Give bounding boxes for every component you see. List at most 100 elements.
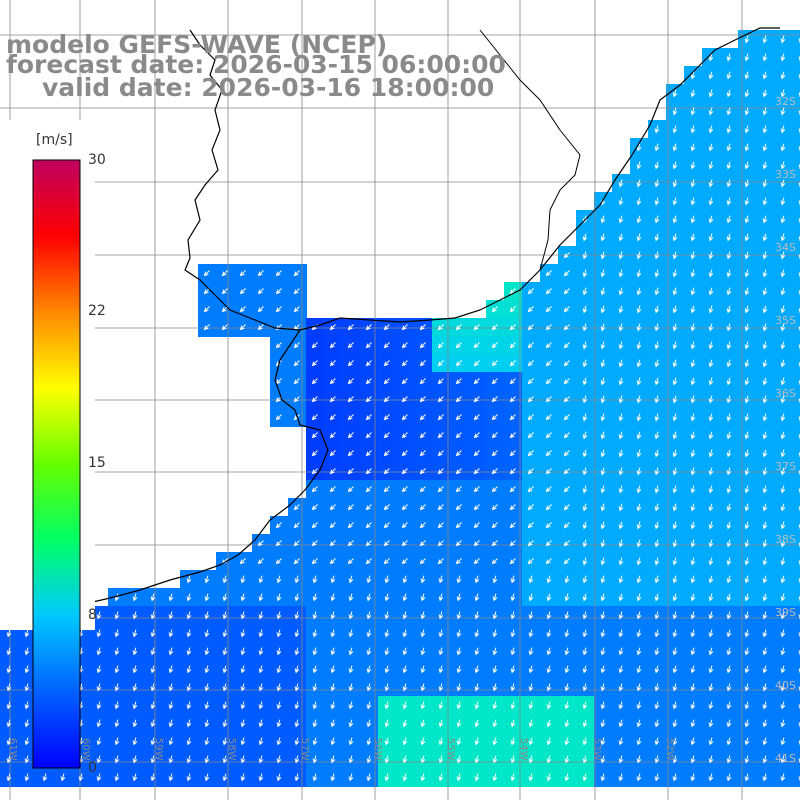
wind-arrow bbox=[744, 197, 750, 206]
wind-arrow bbox=[330, 593, 336, 602]
wind-arrow bbox=[762, 143, 768, 152]
ocean-cell bbox=[378, 336, 397, 355]
ocean-cell bbox=[648, 660, 667, 679]
river-plate-coast bbox=[0, 329, 329, 621]
wind-arrow bbox=[329, 504, 336, 511]
ocean-cell bbox=[648, 606, 667, 625]
ocean-cell bbox=[720, 390, 739, 409]
ocean-cell bbox=[396, 714, 415, 733]
ocean-cell bbox=[612, 354, 631, 373]
wind-arrow bbox=[780, 395, 786, 404]
ocean-cell bbox=[504, 534, 523, 553]
wind-arrow bbox=[455, 414, 462, 421]
ocean-cell bbox=[612, 300, 631, 319]
wind-arrow bbox=[492, 755, 498, 764]
wind-arrow bbox=[545, 558, 552, 565]
wind-arrow bbox=[456, 575, 462, 584]
ocean-cell bbox=[450, 732, 469, 751]
wind-arrow bbox=[365, 342, 372, 349]
ocean-cell bbox=[792, 462, 800, 481]
wind-arrow bbox=[474, 593, 480, 602]
ocean-cell bbox=[126, 750, 145, 769]
wind-arrow bbox=[798, 272, 800, 278]
ocean-cell bbox=[684, 426, 703, 445]
ocean-cell bbox=[720, 552, 739, 571]
ocean-cell bbox=[252, 678, 271, 697]
ocean-cell bbox=[378, 768, 397, 787]
ocean-cell bbox=[306, 318, 325, 337]
wind-arrow bbox=[347, 360, 354, 367]
ocean-cell bbox=[558, 642, 577, 661]
ocean-cell bbox=[648, 462, 667, 481]
wind-arrow bbox=[708, 53, 714, 62]
wind-arrow bbox=[690, 629, 696, 638]
ocean-cell bbox=[756, 408, 775, 427]
wind-arrow bbox=[798, 290, 800, 296]
wind-arrow bbox=[618, 557, 624, 566]
ocean-cell bbox=[504, 732, 523, 751]
wind-arrow bbox=[330, 683, 336, 692]
wind-arrow bbox=[654, 755, 660, 764]
ocean-cell bbox=[270, 714, 289, 733]
wind-arrow bbox=[294, 575, 300, 584]
ocean-cell bbox=[684, 444, 703, 463]
wind-arrow bbox=[365, 522, 372, 529]
ocean-cell bbox=[648, 156, 667, 175]
ocean-cell bbox=[540, 444, 559, 463]
wind-arrow bbox=[636, 575, 642, 584]
ocean-cell bbox=[288, 642, 307, 661]
ocean-cell bbox=[126, 714, 145, 733]
latitude-label: 33S bbox=[775, 168, 796, 181]
wind-arrow bbox=[744, 341, 750, 350]
wind-arrow bbox=[239, 306, 246, 313]
ocean-cell bbox=[540, 678, 559, 697]
ocean-cell bbox=[666, 120, 685, 139]
wind-arrow bbox=[222, 737, 228, 746]
wind-arrow bbox=[780, 629, 786, 638]
wind-arrow bbox=[744, 539, 750, 548]
wind-arrow bbox=[168, 611, 174, 620]
ocean-cell bbox=[198, 264, 217, 283]
wind-arrow bbox=[186, 701, 192, 710]
wind-arrow bbox=[708, 179, 714, 188]
wind-arrow bbox=[401, 504, 408, 511]
wind-arrow bbox=[492, 773, 498, 782]
longitude-label: 53W bbox=[591, 738, 602, 761]
ocean-cell bbox=[306, 588, 325, 607]
ocean-cell bbox=[666, 228, 685, 247]
wind-arrow bbox=[582, 359, 588, 368]
ocean-cell bbox=[738, 318, 757, 337]
ocean-cell bbox=[540, 318, 559, 337]
wind-arrow bbox=[402, 629, 408, 638]
ocean-cell bbox=[630, 498, 649, 517]
ocean-cell bbox=[180, 588, 199, 607]
wind-arrow bbox=[473, 540, 480, 547]
ocean-cell bbox=[612, 480, 631, 499]
ocean-cell bbox=[738, 426, 757, 445]
wind-arrow bbox=[636, 323, 642, 332]
wind-arrow bbox=[132, 593, 138, 602]
ocean-cell bbox=[666, 354, 685, 373]
ocean-cell bbox=[540, 372, 559, 391]
wind-arrow bbox=[527, 450, 534, 457]
wind-arrow bbox=[618, 593, 624, 602]
wind-arrow bbox=[527, 558, 534, 565]
ocean-cell bbox=[720, 300, 739, 319]
wind-arrow bbox=[726, 323, 732, 332]
wind-arrow bbox=[780, 593, 786, 602]
wind-arrow bbox=[780, 665, 786, 674]
wind-arrow bbox=[726, 179, 732, 188]
ocean-cell bbox=[756, 768, 775, 787]
valid-date: valid date: 2026-03-16 18:00:00 bbox=[42, 73, 495, 102]
wind-arrow bbox=[455, 396, 462, 403]
wind-arrow bbox=[330, 701, 336, 710]
wind-arrow bbox=[654, 557, 660, 566]
wind-arrow bbox=[348, 665, 354, 674]
ocean-cell bbox=[432, 480, 451, 499]
wind-arrow bbox=[798, 722, 800, 728]
ocean-cell bbox=[594, 372, 613, 391]
wind-arrow bbox=[563, 558, 570, 565]
ocean-cell bbox=[540, 300, 559, 319]
ocean-cell bbox=[306, 642, 325, 661]
ocean-cell bbox=[198, 282, 217, 301]
